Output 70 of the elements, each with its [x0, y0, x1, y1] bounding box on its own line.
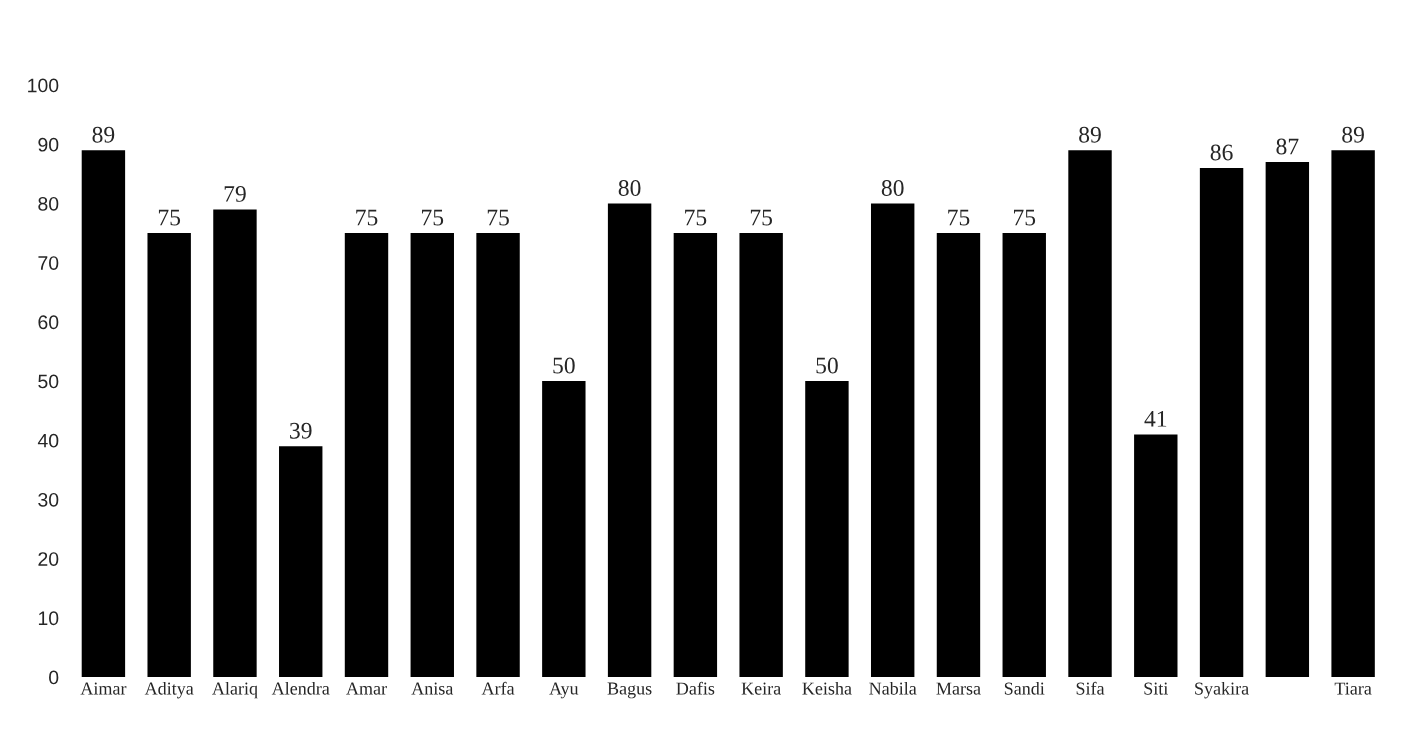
y-tick-label: 0 [49, 670, 59, 685]
y-tick-label: 40 [37, 433, 59, 448]
data-label: 89 [1342, 126, 1364, 143]
data-label: 87 [1276, 138, 1299, 155]
bar [805, 381, 849, 678]
data-label: 80 [881, 179, 904, 196]
data-label: 89 [92, 126, 115, 143]
data-label: 39 [290, 422, 312, 439]
data-label: 75 [487, 209, 509, 226]
data-label: 75 [356, 209, 378, 226]
x-tick-label: Sandi [1004, 681, 1045, 695]
x-tick-label: Ayu [549, 682, 579, 699]
x-tick-label: Alendra [271, 681, 330, 695]
x-tick-label: Tiara [1334, 682, 1372, 695]
y-tick-label: 10 [38, 611, 59, 626]
data-label: 75 [422, 209, 444, 226]
x-tick-label: Dafis [676, 681, 715, 695]
bar [1002, 233, 1046, 678]
y-tick-label: 50 [38, 374, 59, 389]
data-label: 75 [948, 209, 970, 226]
x-tick-label: Alariq [212, 681, 258, 699]
y-tick-label: 60 [38, 315, 59, 330]
bar [147, 233, 191, 678]
x-tick-label: Sifa [1076, 681, 1105, 695]
x-tick-label: Amar [346, 682, 387, 695]
x-tick-label: Anisa [411, 682, 454, 695]
bar [870, 203, 915, 678]
data-label: 50 [816, 357, 838, 374]
bar [1265, 162, 1310, 678]
y-tick-label: 20 [38, 552, 59, 566]
data-label: 75 [685, 209, 707, 226]
bar [213, 209, 257, 678]
x-tick-label: Aditya [144, 681, 194, 699]
bar [279, 446, 323, 678]
bar [1331, 150, 1375, 678]
x-tick-label: Siti [1144, 682, 1168, 695]
data-label: 75 [750, 209, 773, 226]
bar [607, 203, 652, 678]
data-label: 75 [1014, 209, 1036, 226]
x-tick-label: Nabila [869, 681, 917, 695]
y-tick-label: 30 [38, 492, 59, 507]
bar [344, 233, 389, 678]
data-label: 41 [1144, 410, 1167, 427]
x-tick-label: Keisha [802, 681, 852, 695]
bar [1199, 167, 1244, 678]
x-tick-label: Marsa [936, 682, 981, 695]
data-label: 50 [553, 357, 575, 374]
y-tick-label: 70 [38, 256, 59, 270]
x-tick-label: Arfa [481, 681, 515, 695]
bar [542, 381, 586, 678]
bar [410, 233, 454, 678]
x-tick-label: Keira [741, 682, 781, 695]
bar [673, 233, 718, 678]
data-label: 75 [158, 209, 181, 226]
y-tick-label: 90 [38, 137, 59, 152]
x-tick-label: Aimar [80, 682, 127, 695]
data-label: 86 [1210, 144, 1233, 161]
x-tick-label: Syakira [1195, 681, 1249, 699]
bar [1068, 150, 1112, 678]
bar [739, 233, 783, 678]
data-label: 79 [224, 185, 246, 202]
bar [81, 150, 126, 678]
x-tick-label: Bagus [607, 682, 652, 699]
bar [936, 233, 981, 678]
data-label: 80 [618, 179, 641, 196]
bar [476, 233, 520, 678]
y-tick-label: 100 [28, 78, 59, 93]
bar [1134, 434, 1178, 678]
data-label: 89 [1079, 126, 1101, 143]
y-tick-label: 80 [38, 196, 59, 211]
